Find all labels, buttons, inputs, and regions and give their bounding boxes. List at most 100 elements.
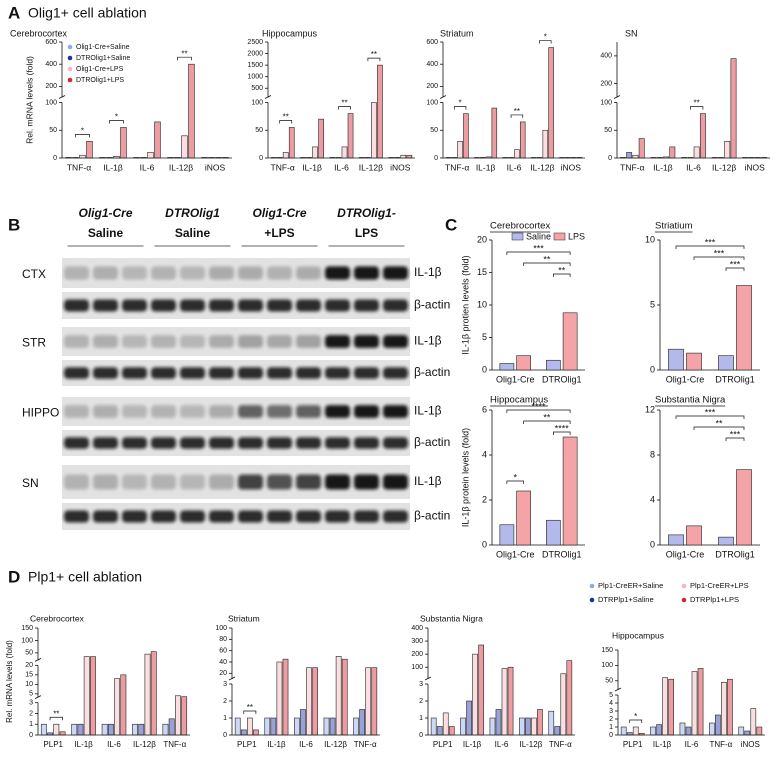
bar — [724, 141, 731, 159]
bar — [174, 695, 181, 736]
blot-band — [238, 299, 263, 312]
bar — [656, 157, 663, 159]
blot-band — [296, 405, 321, 418]
axis-break — [439, 95, 447, 99]
x-tick-label: IL-12β — [324, 740, 347, 749]
blot-band — [122, 367, 147, 379]
significance-bracket — [629, 719, 643, 723]
y-tick-label: 3 — [223, 681, 227, 688]
bar — [519, 717, 525, 736]
bar — [495, 709, 502, 736]
y-tick-label: 400 — [411, 625, 423, 632]
blot-band — [267, 510, 292, 523]
blot-band — [93, 474, 118, 490]
y-tick-label: 6 — [482, 404, 487, 414]
bar — [525, 717, 531, 736]
bar — [215, 157, 222, 159]
bar — [501, 668, 508, 736]
blot-column-label: Olig1-Cre — [252, 206, 306, 220]
legend-marker — [511, 232, 524, 241]
y-tick-label: 500 — [251, 85, 263, 92]
y-tick-label: 200 — [411, 651, 423, 658]
y-tick-label: 20 — [25, 662, 33, 669]
blot-band — [209, 405, 234, 418]
bar — [101, 723, 108, 736]
blot-band — [209, 367, 234, 379]
bar — [329, 157, 336, 159]
bar — [502, 157, 509, 159]
y-tick-label: 0 — [608, 155, 612, 162]
blot-band — [267, 335, 292, 348]
blot-band — [267, 474, 292, 490]
panel-title: Olig1+ cell ablation — [28, 5, 147, 21]
bar — [656, 724, 662, 736]
bar — [377, 64, 383, 159]
significance-label: * — [634, 712, 637, 721]
y-tick-label: 15 — [25, 672, 33, 679]
bar — [519, 121, 526, 159]
chart-title: Substantia Nigra — [655, 395, 726, 406]
bar — [697, 668, 704, 736]
blot-band — [209, 510, 234, 523]
bar — [681, 157, 688, 159]
bar — [474, 157, 480, 159]
axis-break — [34, 657, 42, 662]
y-tick-label: 8 — [650, 449, 655, 459]
blot-target: IL-1β — [414, 404, 442, 418]
bar — [516, 490, 531, 546]
x-tick-label: DTROlig1 — [542, 549, 582, 559]
bar — [270, 157, 277, 159]
blot-strip — [62, 503, 410, 530]
y-tick-label: 4 — [482, 449, 487, 459]
bar — [65, 157, 72, 159]
y-tick-label: 4 — [650, 494, 655, 504]
x-tick-label: Olig1-Cre — [666, 374, 705, 384]
bar — [288, 127, 295, 159]
chart-title: Hippocampus — [262, 28, 318, 38]
x-tick-label: IL-1β — [267, 740, 286, 749]
bar — [516, 355, 531, 371]
x-tick-label: IL-1β — [302, 162, 322, 172]
x-tick-label: IL-6 — [495, 740, 509, 749]
blot-band — [296, 335, 321, 348]
panel-label: D — [8, 567, 20, 586]
significance-label: * — [459, 99, 462, 108]
bar — [371, 102, 377, 159]
bar — [576, 157, 583, 159]
bar — [99, 157, 106, 159]
blot-control: β-actin — [414, 435, 450, 449]
blot-band — [383, 405, 408, 418]
axis-break — [264, 95, 272, 99]
bar — [359, 709, 366, 736]
bar — [715, 714, 721, 736]
bar — [181, 696, 188, 736]
legend-marker — [67, 77, 73, 83]
significance-bracket — [506, 251, 571, 255]
blot-band — [296, 510, 321, 523]
blot-band — [180, 437, 205, 449]
blot-band — [325, 474, 350, 490]
legend-label: DTRPlp1+LPS — [690, 595, 739, 604]
bar — [679, 722, 686, 736]
bar — [570, 157, 577, 159]
blot-band — [383, 299, 408, 312]
blot-band — [93, 437, 118, 449]
bar — [554, 726, 561, 736]
y-tick-label: 2 — [29, 710, 33, 717]
significance-label: *** — [705, 407, 716, 417]
blot-band — [64, 266, 89, 280]
blot-band — [354, 335, 379, 348]
blot-strip — [62, 397, 410, 426]
x-tick-label: TNF-α — [163, 740, 186, 749]
bar — [107, 723, 114, 736]
y-tick-label: 100 — [601, 662, 613, 669]
blot-band — [354, 299, 379, 312]
blot-band — [122, 474, 147, 490]
y-tick-label: 150 — [601, 647, 613, 654]
bar — [507, 666, 514, 736]
bar — [536, 157, 543, 159]
significance-bracket — [523, 262, 571, 266]
bar — [559, 157, 565, 159]
x-tick-label: DTROlig1 — [715, 374, 755, 384]
significance-bracket — [75, 134, 90, 138]
